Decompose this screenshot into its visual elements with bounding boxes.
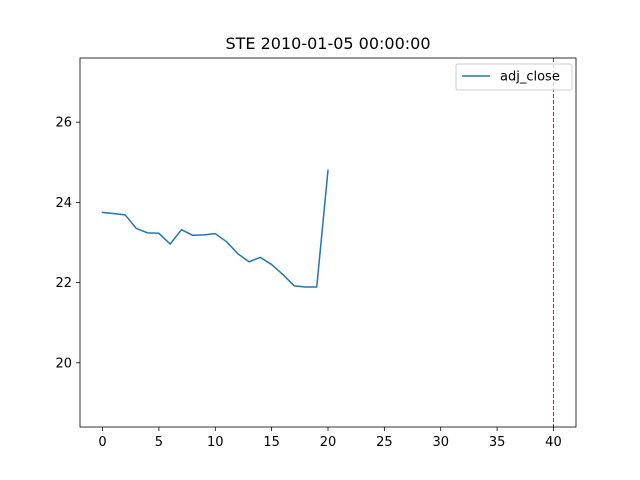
x-axis: 0 5 10 15 20 25 30 35 40: [98, 427, 562, 450]
legend: adj_close: [455, 63, 573, 91]
y-axis: 20 22 24 26: [55, 116, 80, 371]
legend-box: [455, 63, 573, 91]
x-tick-label: 30: [432, 435, 449, 450]
chart-title: STE 2010-01-05 00:00:00: [225, 34, 430, 53]
y-tick-label: 22: [55, 276, 72, 291]
legend-label-adj-close: adj_close: [500, 70, 560, 85]
plot-area: [101, 58, 554, 427]
x-tick-label: 40: [545, 435, 562, 450]
series-line-adj-close: [101, 169, 329, 288]
x-tick-label: 20: [320, 435, 337, 450]
y-tick-label: 26: [55, 116, 72, 131]
x-tick-label: 15: [263, 435, 280, 450]
x-tick-label: 10: [207, 435, 224, 450]
axes-frame: [79, 57, 577, 428]
x-tick-label: 25: [376, 435, 393, 450]
y-tick-label: 24: [55, 196, 72, 211]
x-tick-label: 5: [155, 435, 163, 450]
x-tick-label: 0: [98, 435, 106, 450]
x-tick-label: 35: [489, 435, 506, 450]
y-tick-label: 20: [55, 356, 72, 371]
axes-border: [79, 57, 577, 428]
